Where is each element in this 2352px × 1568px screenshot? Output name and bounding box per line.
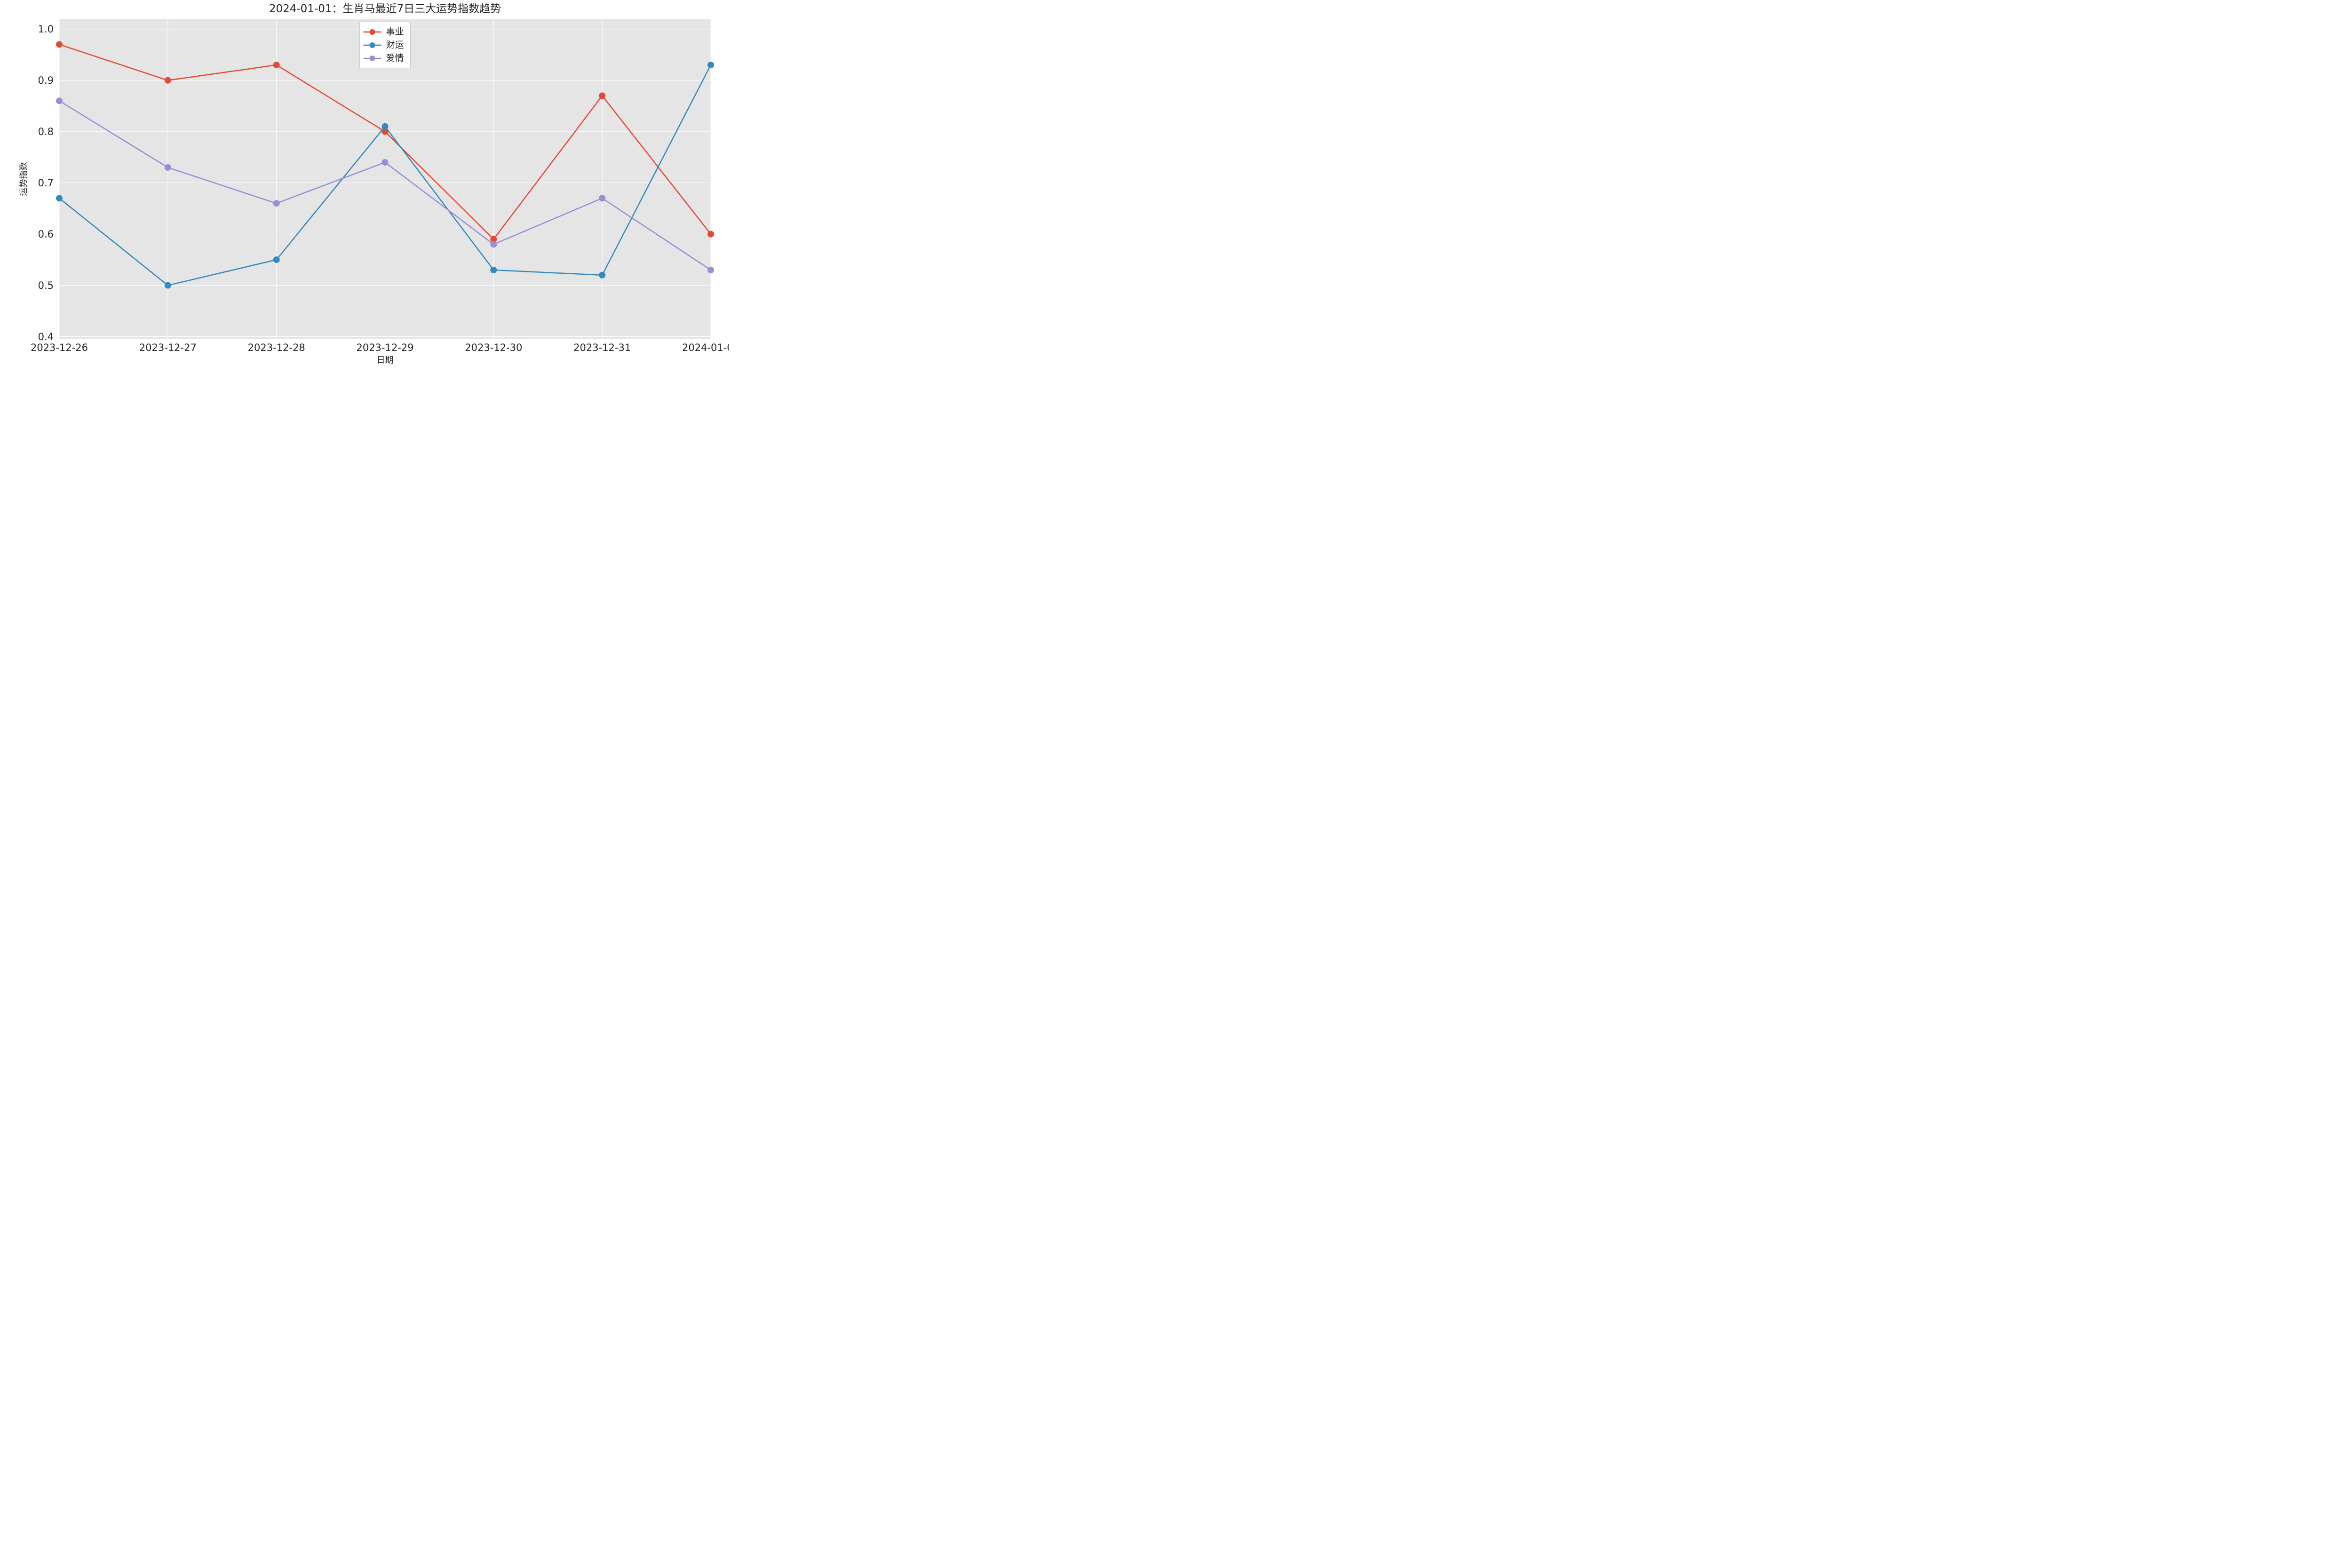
series-marker: [165, 282, 171, 289]
series-marker: [273, 256, 280, 263]
x-tick-label: 2023-12-28: [248, 342, 305, 353]
y-tick-label: 0.4: [38, 331, 54, 342]
y-tick-label: 0.6: [38, 229, 54, 240]
series-marker: [707, 231, 714, 238]
fortune-line-chart: 2023-12-26 2023-12-27 2023-12-28 2023-12-29…: [0, 0, 729, 392]
x-tick-label: 2023-12-30: [465, 342, 522, 353]
series-marker: [56, 97, 63, 104]
legend-marker: [370, 29, 375, 35]
legend-label: 事业: [386, 27, 404, 37]
series-marker: [382, 123, 389, 130]
y-tick-label: 0.8: [38, 126, 54, 137]
y-ticks: 0.4 0.5 0.6 0.7 0.8 0.9 1.0: [38, 24, 54, 342]
series-marker: [165, 77, 171, 84]
legend-label: 财运: [386, 40, 404, 50]
series-marker: [56, 195, 63, 201]
series-marker: [599, 272, 605, 279]
legend-label: 爱情: [386, 53, 404, 64]
x-ticks: 2023-12-26 2023-12-27 2023-12-28 2023-12-29…: [31, 342, 729, 353]
chart-title: 2024-01-01：生肖马最近7日三大运势指数趋势: [269, 3, 501, 15]
legend: 事业财运爱情: [360, 22, 411, 69]
series-marker: [165, 164, 171, 171]
x-tick-label: 2023-12-27: [139, 342, 197, 353]
series-marker: [490, 267, 497, 273]
x-axis-label: 日期: [377, 355, 394, 365]
y-tick-label: 0.5: [38, 280, 54, 291]
x-tick-label: 2023-12-29: [356, 342, 413, 353]
legend-marker: [370, 56, 375, 61]
y-tick-label: 0.7: [38, 177, 54, 189]
series-marker: [707, 62, 714, 68]
y-axis-label: 运势指数: [19, 162, 29, 196]
y-tick-label: 0.9: [38, 75, 54, 86]
legend-marker: [370, 42, 375, 48]
x-tick-label: 2024-01-01: [682, 342, 729, 353]
series-marker: [273, 62, 280, 68]
series-marker: [490, 241, 497, 247]
x-tick-label: 2023-12-26: [31, 342, 88, 353]
y-tick-label: 1.0: [38, 24, 54, 35]
series-marker: [382, 159, 389, 166]
series-marker: [707, 267, 714, 273]
x-tick-label: 2023-12-31: [573, 342, 631, 353]
series-marker: [56, 41, 63, 48]
chart-svg: 2023-12-26 2023-12-27 2023-12-28 2023-12-29…: [0, 0, 729, 392]
series-marker: [599, 195, 605, 201]
series-marker: [273, 200, 280, 207]
series-marker: [599, 92, 605, 99]
